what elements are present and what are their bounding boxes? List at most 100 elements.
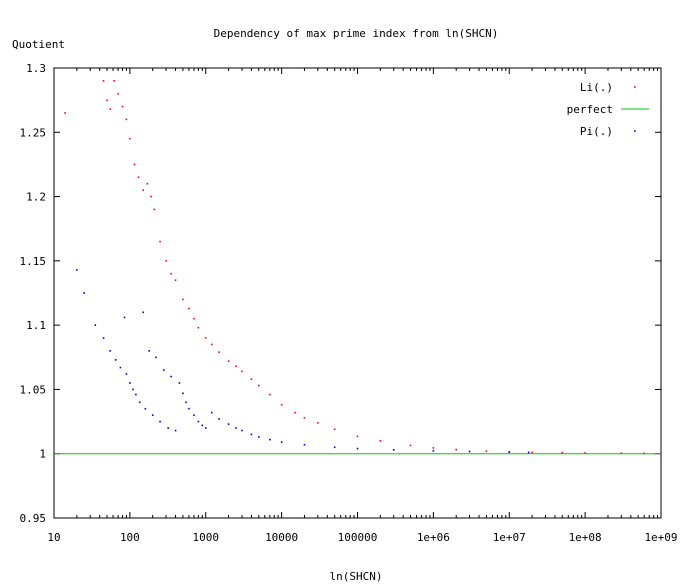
- x-tick-label: 1e+07: [493, 531, 526, 544]
- data-point-pi: [76, 269, 78, 271]
- data-point-li: [227, 360, 230, 362]
- data-point-pi: [201, 424, 204, 427]
- data-point-li: [170, 272, 172, 275]
- data-point-pi: [257, 436, 260, 438]
- x-tick-label: 1000: [193, 531, 220, 544]
- data-point-pi: [227, 423, 230, 425]
- data-point-pi: [527, 451, 530, 454]
- x-tick-label: 1e+09: [644, 531, 677, 544]
- x-tick-label: 1e+06: [417, 531, 450, 544]
- data-point-pi: [114, 359, 117, 361]
- data-point-li: [485, 450, 488, 452]
- data-point-li: [455, 448, 458, 451]
- data-point-pi: [197, 420, 200, 423]
- data-point-li: [142, 189, 145, 191]
- y-tick-label: 1.2: [26, 191, 46, 204]
- data-point-pi: [129, 382, 131, 384]
- y-tick-label: 0.95: [20, 512, 47, 525]
- data-point-pi: [138, 401, 141, 404]
- data-point-li: [150, 195, 152, 198]
- data-point-li: [159, 240, 161, 243]
- data-point-pi: [155, 356, 157, 359]
- data-point-li: [182, 298, 184, 301]
- data-point-li: [294, 411, 296, 414]
- data-point-pi: [188, 407, 190, 410]
- data-point-li: [241, 370, 243, 373]
- data-point-pi: [102, 337, 105, 339]
- x-axis-label: ln(SHCN): [330, 570, 383, 583]
- data-point-pi: [218, 418, 220, 420]
- data-point-pi: [508, 451, 511, 453]
- data-point-pi: [432, 450, 435, 452]
- y-tick-label: 1.05: [20, 383, 47, 396]
- data-point-pi: [123, 316, 126, 319]
- x-tick-label: 1e+08: [569, 531, 602, 544]
- data-point-li: [210, 343, 213, 346]
- data-point-li: [121, 105, 124, 108]
- data-point-li: [269, 393, 271, 396]
- data-point-pi: [392, 449, 395, 451]
- x-tick-label: 100: [120, 531, 140, 544]
- data-point-pi: [193, 414, 195, 416]
- data-point-pi: [119, 366, 122, 369]
- data-point-li: [204, 337, 207, 339]
- x-tick-label: 10: [47, 531, 60, 544]
- data-point-pi: [356, 447, 359, 450]
- data-point-li: [197, 326, 200, 329]
- data-point-pi: [144, 407, 147, 410]
- data-point-li: [129, 137, 131, 140]
- data-point-li: [379, 440, 382, 442]
- data-point-li: [109, 108, 111, 110]
- data-point-pi: [178, 382, 181, 384]
- data-point-pi: [83, 292, 85, 294]
- data-point-li: [531, 451, 533, 454]
- data-point-li: [218, 351, 220, 353]
- data-point-li: [102, 80, 105, 82]
- data-point-li: [146, 182, 149, 185]
- data-point-li: [174, 279, 177, 281]
- data-point-li: [117, 92, 119, 95]
- y-tick-label: 1.15: [20, 255, 47, 268]
- data-point-li: [188, 307, 190, 310]
- chart-title: Dependency of max prime index from ln(SH…: [214, 27, 499, 40]
- data-point-pi: [204, 427, 207, 429]
- data-point-pi: [333, 446, 336, 449]
- data-point-li: [165, 260, 167, 262]
- data-point-pi: [170, 375, 172, 378]
- y-tick-label: 1.25: [20, 126, 47, 139]
- data-point-pi: [174, 429, 177, 432]
- data-point-li: [125, 118, 128, 121]
- legend-label-li: Li(.): [580, 81, 613, 94]
- data-point-pi: [468, 450, 471, 453]
- data-point-li: [235, 365, 237, 368]
- data-point-pi: [280, 441, 283, 443]
- data-point-pi: [94, 324, 97, 326]
- data-point-pi: [167, 427, 170, 429]
- data-point-pi: [151, 414, 154, 416]
- data-point-li: [193, 317, 195, 320]
- data-point-li: [250, 378, 253, 380]
- data-point-pi: [235, 427, 237, 429]
- legend-swatch-li: [634, 86, 636, 88]
- data-point-li: [584, 452, 586, 454]
- legend-label-perfect: perfect: [567, 103, 613, 116]
- data-point-pi: [241, 429, 243, 432]
- data-point-pi: [269, 438, 271, 441]
- data-point-li: [280, 404, 283, 406]
- data-point-pi: [303, 443, 306, 446]
- data-point-li: [409, 444, 412, 447]
- data-point-li: [356, 435, 359, 438]
- data-point-pi: [132, 388, 134, 391]
- data-point-li: [432, 447, 435, 449]
- data-point-li: [153, 208, 156, 211]
- data-point-pi: [109, 350, 111, 352]
- data-point-li: [333, 428, 336, 431]
- y-tick-label: 1: [39, 448, 46, 461]
- x-tick-label: 10000: [265, 531, 298, 544]
- data-point-li: [257, 384, 260, 387]
- data-point-li: [64, 112, 66, 114]
- data-point-li: [303, 416, 306, 419]
- data-point-pi: [250, 433, 253, 436]
- data-point-pi: [182, 392, 184, 395]
